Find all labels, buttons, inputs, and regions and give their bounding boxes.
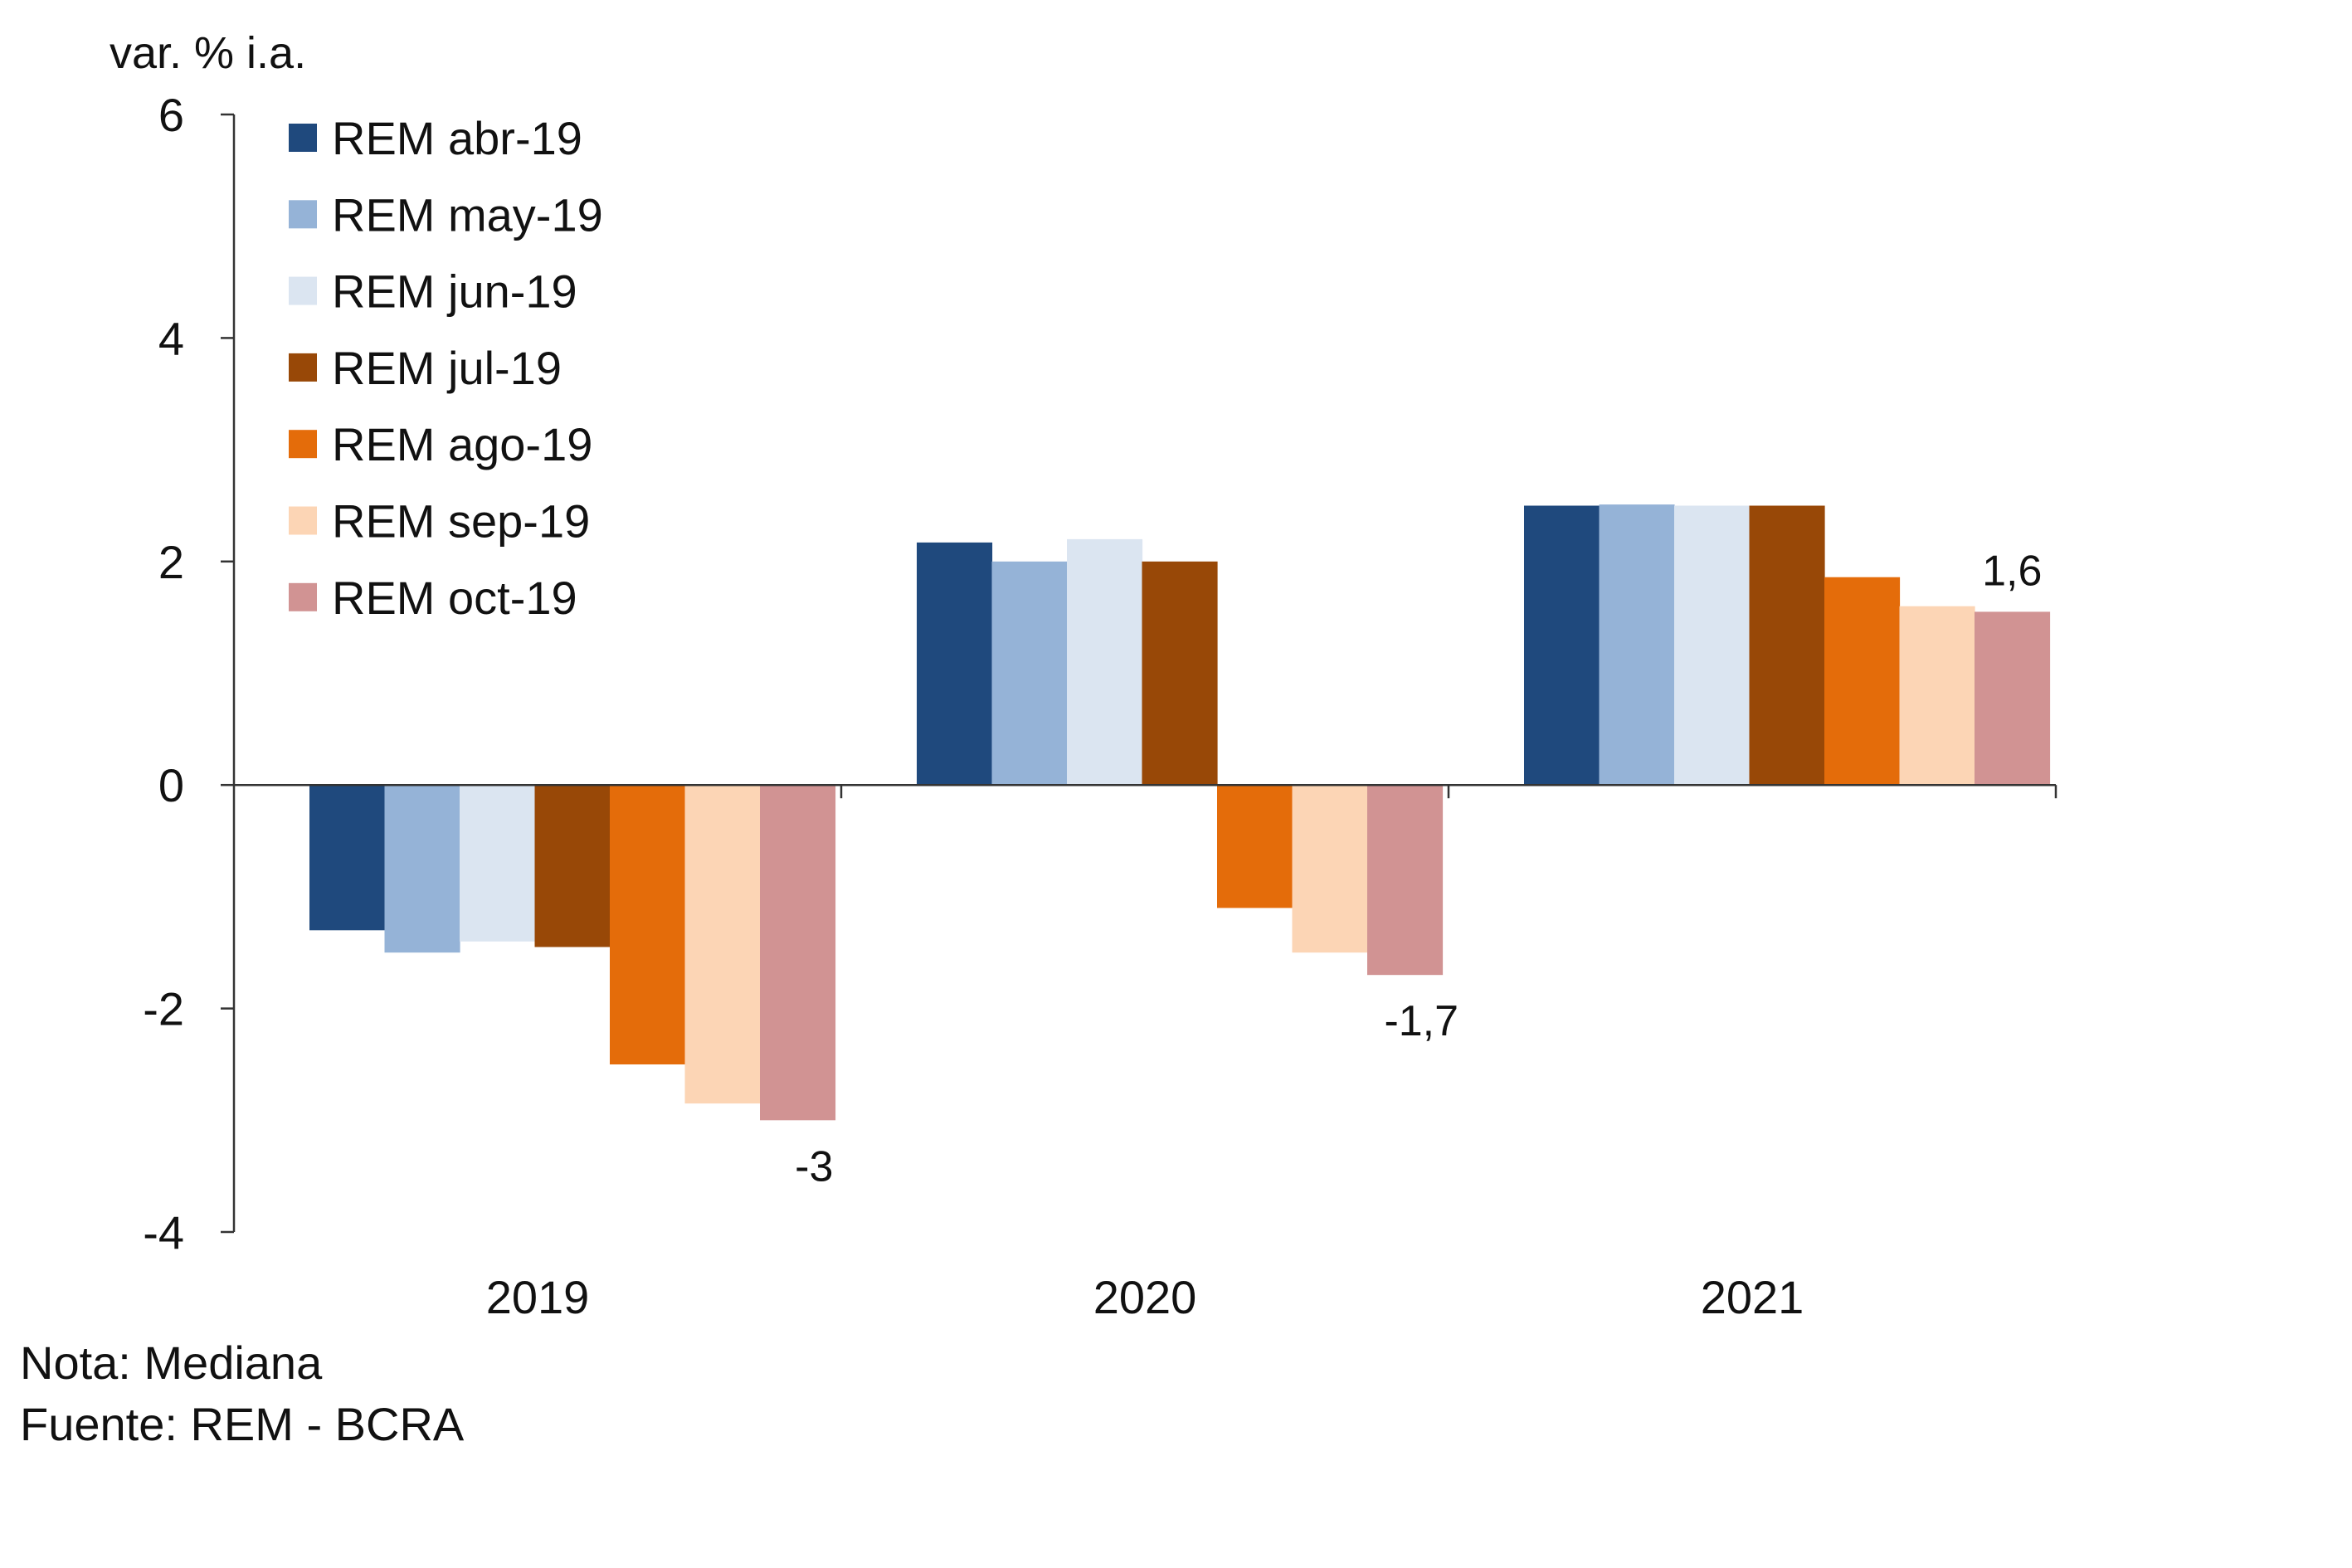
note-text: Nota: Mediana (20, 1337, 323, 1389)
bar-rem-jul-19-2020 (1142, 561, 1218, 786)
bar-rem-jun-19-2021 (1674, 505, 1751, 786)
y-tick-label: 2 (158, 536, 184, 588)
source-text: Fuente: REM - BCRA (20, 1398, 465, 1450)
bar-rem-abr-19-2019 (309, 785, 386, 931)
data-label: 1,6 (1982, 547, 2042, 595)
y-tick-label: 0 (158, 759, 184, 811)
legend-swatch (289, 124, 317, 152)
bar-rem-may-19-2020 (991, 561, 1068, 786)
bar-rem-sep-19-2021 (1899, 606, 1975, 786)
legend-swatch (289, 200, 317, 229)
y-tick-label: 4 (158, 312, 184, 364)
legend-label: REM abr-19 (332, 112, 582, 164)
legend-swatch (289, 506, 317, 535)
bar-rem-jul-19-2021 (1749, 505, 1825, 786)
x-category-label: 2020 (1093, 1271, 1197, 1323)
bar-rem-oct-19-2019 (760, 785, 836, 1121)
y-tick-label: -4 (143, 1206, 184, 1259)
bar-rem-oct-19-2021 (1975, 611, 2051, 786)
bars-layer (309, 504, 2051, 1121)
legend-swatch (289, 430, 317, 459)
bar-rem-jun-19-2020 (1067, 538, 1143, 786)
bar-rem-may-19-2021 (1599, 504, 1675, 786)
y-axis-label: var. % i.a. (110, 28, 306, 78)
legend: REM abr-19 REM may-19 REM jun-19 REM jul-19… (289, 112, 603, 624)
bar-rem-jul-19-2019 (534, 785, 611, 947)
legend-label: REM may-19 (332, 188, 603, 241)
bar-rem-jun-19-2019 (460, 785, 536, 942)
legend-swatch (289, 276, 317, 305)
legend-label: REM oct-19 (332, 572, 577, 624)
axes-layer (232, 114, 2057, 1232)
bar-rem-sep-19-2020 (1292, 785, 1368, 953)
legend-swatch (289, 582, 317, 611)
bar-rem-ago-19-2019 (610, 785, 686, 1064)
bar-rem-ago-19-2020 (1217, 785, 1293, 908)
bar-rem-may-19-2019 (384, 785, 460, 953)
legend-label: REM sep-19 (332, 495, 590, 548)
bar-rem-abr-19-2020 (917, 542, 993, 786)
data-labels: -3 -1,7 1,6 (795, 547, 2042, 1191)
y-tick-label: -2 (143, 983, 184, 1035)
bar-rem-sep-19-2019 (684, 785, 761, 1104)
x-category-label: 2019 (486, 1271, 590, 1323)
legend-label: REM jun-19 (332, 265, 577, 318)
data-label: -1,7 (1384, 997, 1458, 1045)
data-label: -3 (795, 1142, 833, 1191)
bar-rem-oct-19-2020 (1367, 785, 1444, 976)
y-tick-label: 6 (158, 89, 184, 141)
bar-rem-abr-19-2021 (1524, 505, 1600, 786)
x-category-label: 2021 (1701, 1271, 1804, 1323)
legend-label: REM jul-19 (332, 342, 562, 394)
y-ticks: 6 4 2 0 -2 -4 (143, 89, 234, 1259)
x-category-labels: 2019 2020 2021 (486, 1271, 1804, 1323)
legend-label: REM ago-19 (332, 418, 592, 470)
legend-swatch (289, 353, 317, 382)
bar-rem-ago-19-2021 (1824, 577, 1901, 786)
